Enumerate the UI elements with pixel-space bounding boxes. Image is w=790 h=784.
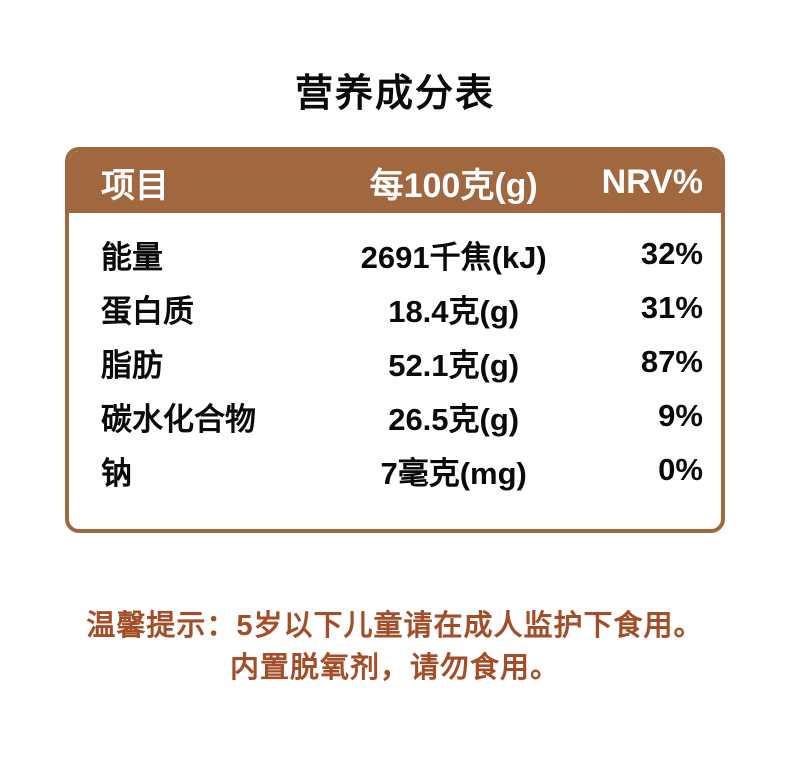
table-header-row: 项目 每100克(g) NRV%: [69, 151, 721, 213]
cell-per100g: 7毫克(mg): [380, 455, 527, 491]
tip-line-2: 内置脱氧剂，请勿食用。: [229, 652, 560, 684]
cell-item: 蛋白质: [101, 293, 194, 329]
nutrition-label-page: 营养成分表 项目 每100克(g) NRV% 能量 2691千焦(kJ) 32%…: [0, 62, 790, 689]
table-row: 碳水化合物 26.5克(g) 9%: [69, 389, 721, 443]
table-row: 能量 2691千焦(kJ) 32%: [69, 227, 721, 281]
table-body: 能量 2691千焦(kJ) 32% 蛋白质 18.4克(g) 31% 脂肪 52…: [69, 213, 721, 529]
cell-item: 碳水化合物: [101, 401, 256, 437]
consumer-tips: 温馨提示：5岁以下儿童请在成人监护下食用。 内置脱氧剂，请勿食用。: [0, 605, 790, 689]
table-row: 蛋白质 18.4克(g) 31%: [69, 281, 721, 335]
cell-per100g: 2691千焦(kJ): [360, 239, 547, 275]
cell-item: 钠: [101, 455, 132, 491]
cell-per100g: 52.1克(g): [388, 347, 520, 383]
cell-nrv: 32%: [640, 236, 703, 271]
column-header-per100g: 每100克(g): [369, 166, 538, 205]
cell-nrv: 31%: [640, 290, 703, 325]
table-row: 钠 7毫克(mg) 0%: [69, 443, 721, 497]
cell-nrv: 0%: [658, 452, 703, 487]
column-header-item: 项目: [101, 166, 169, 205]
tip-line-1: 温馨提示：5岁以下儿童请在成人监护下食用。: [86, 610, 704, 642]
cell-item: 能量: [101, 239, 163, 275]
column-header-nrv: NRV%: [601, 162, 703, 201]
cell-per100g: 18.4克(g): [388, 293, 520, 329]
table-row: 脂肪 52.1克(g) 87%: [69, 335, 721, 389]
cell-per100g: 26.5克(g): [388, 401, 520, 437]
cell-item: 脂肪: [101, 347, 163, 383]
cell-nrv: 9%: [658, 398, 703, 433]
page-title: 营养成分表: [294, 73, 495, 115]
nutrition-table: 项目 每100克(g) NRV% 能量 2691千焦(kJ) 32% 蛋白质 1…: [65, 147, 725, 533]
cell-nrv: 87%: [640, 344, 703, 379]
